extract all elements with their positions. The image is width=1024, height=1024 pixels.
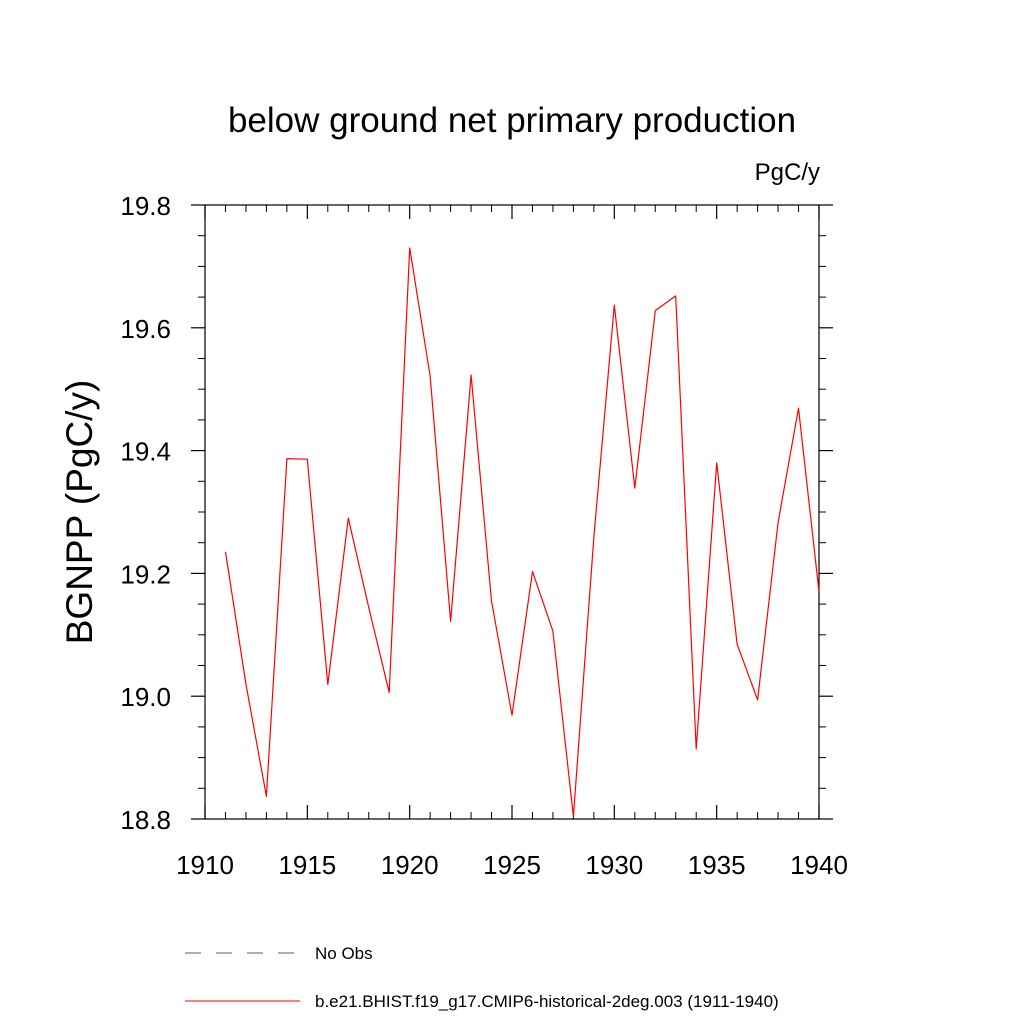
y-tick-label: 19.4	[120, 437, 171, 467]
x-tick-label: 1920	[381, 850, 439, 880]
y-tick-label: 18.8	[120, 805, 171, 835]
legend-label: b.e21.BHIST.f19_g17.CMIP6-historical-2de…	[315, 992, 779, 1011]
x-axis-ticks: 1910 1915 1920 1925 1930 1935 1940	[176, 205, 848, 880]
series-layer	[224, 247, 820, 818]
units-label: PgC/y	[755, 159, 820, 186]
legend: No Obs b.e21.BHIST.f19_g17.CMIP6-historic…	[185, 944, 779, 1011]
y-axis-label: BGNPP (PgC/y)	[59, 380, 100, 645]
plot-frame	[204, 204, 820, 820]
x-tick-label: 1925	[483, 850, 541, 880]
y-tick-label: 19.8	[120, 191, 171, 221]
chart-title: below ground net primary production	[228, 101, 796, 140]
y-tick-label: 19.2	[120, 559, 171, 589]
y-tick-label: 19.0	[120, 682, 171, 712]
x-tick-label: 1940	[790, 850, 848, 880]
x-tick-label: 1930	[585, 850, 643, 880]
y-axis-ticks: 18.8 19.0 19.2 19.4 19.6 19.8	[120, 191, 833, 835]
x-tick-label: 1910	[176, 850, 234, 880]
x-tick-label: 1935	[688, 850, 746, 880]
x-tick-label: 1915	[278, 850, 336, 880]
series-line	[224, 247, 820, 818]
y-tick-label: 19.6	[120, 314, 171, 344]
legend-label: No Obs	[315, 944, 373, 963]
